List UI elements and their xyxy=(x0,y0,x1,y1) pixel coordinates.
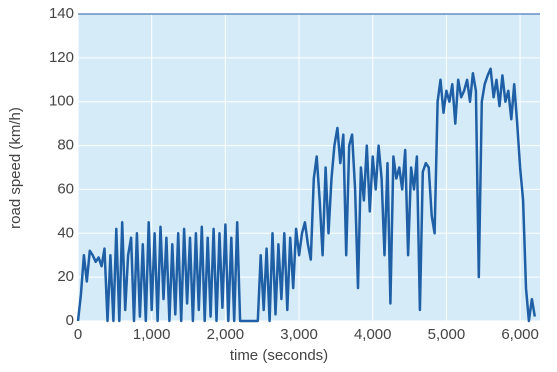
x-tick-label: 4,000 xyxy=(354,326,392,343)
x-tick-label: 6,000 xyxy=(501,326,539,343)
x-tick-label: 5,000 xyxy=(428,326,466,343)
speed-line xyxy=(76,67,537,323)
x-tick-label: 0 xyxy=(74,326,82,343)
y-tick-label: 0 xyxy=(66,312,74,329)
y-tick-label: 80 xyxy=(57,137,74,154)
x-axis-label: time (seconds) xyxy=(230,347,328,364)
y-tick-label: 60 xyxy=(57,180,74,197)
x-tick-label: 1,000 xyxy=(133,326,171,343)
x-tick-label: 3,000 xyxy=(280,326,318,343)
x-tick-label: 2,000 xyxy=(207,326,245,343)
y-tick-label: 100 xyxy=(49,93,74,110)
y-tick-label: 120 xyxy=(49,49,74,66)
y-tick-label: 40 xyxy=(57,224,74,241)
y-axis-label: road speed (km/h) xyxy=(7,107,24,229)
y-tick-label: 140 xyxy=(49,5,74,22)
y-tick-label: 20 xyxy=(57,268,74,285)
